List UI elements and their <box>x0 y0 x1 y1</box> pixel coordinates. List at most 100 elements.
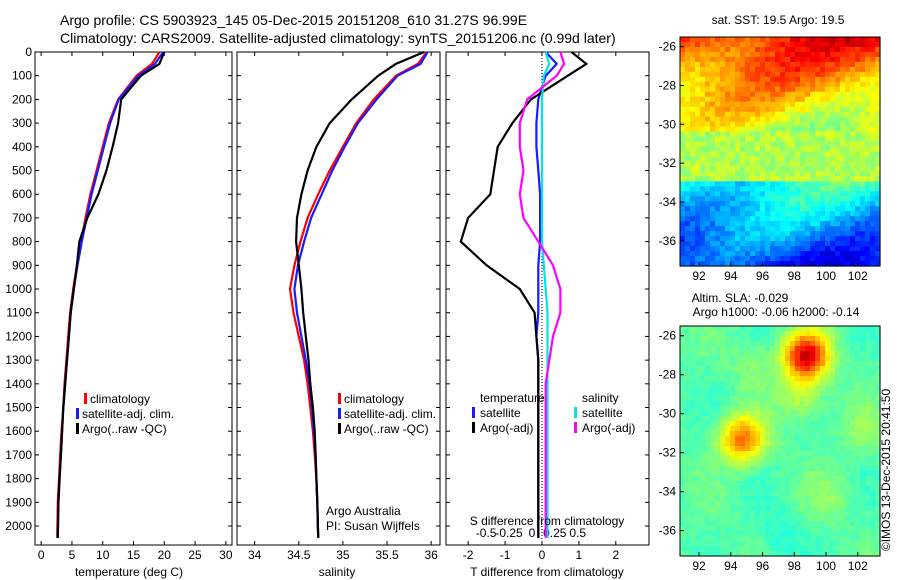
map-cell <box>690 261 696 267</box>
map-cell <box>800 91 806 98</box>
map-cell <box>810 106 816 113</box>
map-cell <box>720 146 726 153</box>
map-cell <box>690 461 696 467</box>
map-cell <box>705 436 711 442</box>
map-cell <box>755 136 761 143</box>
map-cell <box>715 476 721 482</box>
map-cell <box>835 501 841 507</box>
map-cell <box>865 476 871 482</box>
map-cell <box>680 506 686 512</box>
map-cell <box>805 521 811 527</box>
map-cell <box>730 216 736 222</box>
map-cell <box>830 61 836 68</box>
map-cell <box>845 171 851 177</box>
map-cell <box>830 246 836 252</box>
map-cell <box>735 391 741 397</box>
map-cell <box>800 461 806 467</box>
map-cell <box>695 91 701 98</box>
map-cell <box>790 181 796 187</box>
map-cell <box>715 231 721 237</box>
map-cell <box>715 506 721 512</box>
map-cell <box>725 246 731 252</box>
map-cell <box>735 166 741 173</box>
x-tick-label: -2 <box>463 548 474 562</box>
map-cell <box>815 491 821 497</box>
map-cell <box>785 366 791 372</box>
map-cell <box>855 456 861 462</box>
map-cell <box>840 456 846 462</box>
map-cell <box>735 261 741 267</box>
map-cell <box>850 391 856 397</box>
map-cell <box>715 221 721 227</box>
map-cell <box>765 441 771 447</box>
map-cell <box>715 326 721 332</box>
map-cell <box>775 411 781 417</box>
map-cell <box>835 421 841 427</box>
map-cell <box>775 146 781 153</box>
map-cell <box>835 466 841 472</box>
map-cell <box>720 406 726 412</box>
map-cell <box>825 401 831 407</box>
map-cell <box>695 446 701 452</box>
map-cell <box>740 241 746 247</box>
map-cell <box>740 491 746 497</box>
map-cell <box>725 56 731 63</box>
map-cell <box>710 446 716 452</box>
map-cell <box>780 346 786 352</box>
map-cell <box>865 351 871 357</box>
map-cell <box>705 366 711 372</box>
map-cell <box>730 71 736 78</box>
map-cell <box>820 506 826 512</box>
map-cell <box>840 261 846 267</box>
map-cell <box>750 546 756 552</box>
map-cell <box>805 481 811 487</box>
map-cell <box>695 401 701 407</box>
map-cell <box>730 331 736 337</box>
map-cell <box>775 191 781 197</box>
map-cell <box>780 66 786 73</box>
map-cell <box>840 181 846 187</box>
map-cell <box>725 406 731 412</box>
map-cell <box>750 166 756 173</box>
map-cell <box>790 416 796 422</box>
map-cell <box>870 516 876 522</box>
map-cell <box>715 361 721 367</box>
map-cell <box>815 376 821 382</box>
map-cell <box>705 121 711 128</box>
map-cell <box>865 436 871 442</box>
map-cell <box>785 446 791 452</box>
map-cell <box>770 211 776 217</box>
map-cell <box>715 206 721 212</box>
map-cell <box>820 81 826 88</box>
map-cell <box>715 261 721 267</box>
map-cell <box>795 396 801 402</box>
map-cell <box>845 466 851 472</box>
map-cell <box>705 46 711 53</box>
map-cell <box>835 201 841 207</box>
map-cell <box>845 216 851 222</box>
map-cell <box>840 136 846 143</box>
map-cell <box>855 341 861 347</box>
map-cell <box>805 221 811 227</box>
map-cell <box>720 551 726 557</box>
map-cell <box>875 136 881 143</box>
map-cell <box>850 371 856 377</box>
map-cell <box>790 421 796 427</box>
map-cell <box>820 181 826 187</box>
map-cell <box>855 176 861 182</box>
map-cell <box>730 181 736 187</box>
map-cell <box>775 131 781 138</box>
map-cell <box>805 111 811 118</box>
map-cell <box>730 386 736 392</box>
map-cell <box>720 431 726 437</box>
map-cell <box>875 356 881 362</box>
x-tick-label: 2 <box>612 548 619 562</box>
map-cell <box>735 546 741 552</box>
map-cell <box>765 466 771 472</box>
map-cell <box>735 491 741 497</box>
map-cell <box>685 511 691 517</box>
map-cell <box>795 181 801 187</box>
map-cell <box>735 86 741 93</box>
map-cell <box>830 361 836 367</box>
map-cell <box>755 196 761 202</box>
